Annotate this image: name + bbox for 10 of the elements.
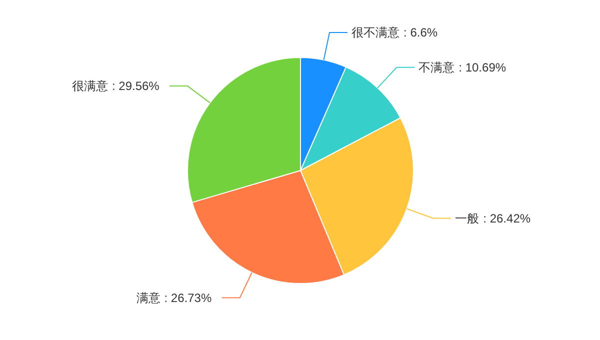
- slice-label: 很不满意: [352, 26, 400, 40]
- data-label: : 26.73%: [164, 290, 212, 305]
- slice-label: 很满意: [72, 79, 108, 94]
- data-label: : 29.56%: [112, 79, 160, 94]
- slice-label: 不满意: [418, 60, 455, 74]
- data-label: : 26.42%: [483, 211, 531, 226]
- data-label: : 6.6%: [404, 26, 438, 40]
- slice-label: 满意: [136, 290, 160, 305]
- slice-label: 一般: [455, 211, 480, 226]
- data-label: : 10.69%: [458, 60, 506, 74]
